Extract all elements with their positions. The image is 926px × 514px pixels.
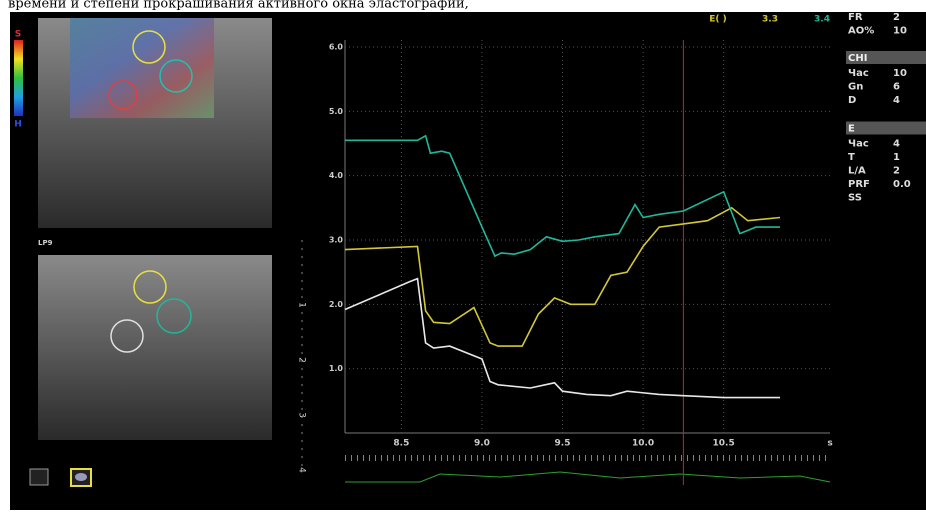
y-tick-label: 6.0	[329, 43, 344, 52]
section-title: E	[848, 124, 855, 135]
param-value: 1	[893, 152, 900, 163]
x-tick-label: 10.0	[632, 439, 654, 449]
roi	[133, 270, 167, 304]
color-bar-top: S	[15, 30, 21, 40]
color-bar	[14, 40, 23, 116]
y-tick-label: 1.0	[329, 364, 344, 373]
param-label: FR	[848, 12, 863, 23]
param-value: 4	[893, 95, 900, 106]
series-line	[345, 134, 780, 258]
depth-scale: 1 2 3 4	[297, 302, 307, 473]
param-value: 10	[893, 26, 907, 37]
color-bar-bottom: H	[14, 120, 22, 130]
param-label: L/A	[848, 166, 866, 177]
x-tick-label: 9.5	[555, 439, 571, 449]
caption: времени и степени прокрашивания активног…	[8, 0, 469, 12]
y-tick-label: 3.0	[329, 236, 344, 245]
legend-label: 3.3	[762, 15, 778, 25]
param-label: Час	[848, 139, 869, 150]
section-header	[846, 51, 926, 64]
series-line	[344, 206, 781, 347]
y-tick-label: 4.0	[329, 171, 344, 180]
param-label: Gn	[848, 82, 863, 93]
roi	[108, 80, 138, 110]
param-label: D	[848, 95, 856, 106]
roi	[132, 30, 166, 64]
param-label: T	[848, 152, 855, 163]
series-line	[344, 277, 780, 399]
roi	[159, 59, 193, 93]
tool-icon[interactable]	[29, 468, 49, 486]
param-value: 0.0	[893, 179, 911, 190]
roi	[156, 298, 192, 334]
param-value: 2	[893, 12, 900, 23]
x-unit: s	[827, 439, 832, 449]
param-label: AO%	[848, 26, 874, 37]
legend-title: E( )	[709, 15, 727, 25]
depth-label: 3	[297, 412, 307, 418]
chart: 1.0 2.0 3.0 4.0 5.0 6.0 8.5 9.0 9.5 10.0 10.5 s E( )…	[329, 15, 833, 485]
depth-label: 2	[297, 357, 307, 363]
param-label: SS	[848, 193, 862, 204]
param-value: 4	[893, 139, 900, 150]
x-tick-label: 8.5	[393, 439, 409, 449]
param-value: 6	[893, 82, 900, 93]
y-tick-label: 2.0	[329, 300, 344, 309]
x-tick-label: 10.5	[713, 439, 735, 449]
param-label: Час	[848, 68, 869, 79]
y-tick-label: 5.0	[329, 107, 344, 116]
probe-label: LP9	[38, 239, 53, 247]
param-value: 10	[893, 68, 907, 79]
param-label: PRF	[848, 179, 870, 190]
depth-label: 1	[297, 302, 307, 308]
section-header	[846, 121, 926, 135]
ultrasound-bottom	[38, 255, 272, 440]
section-title: CHI	[848, 53, 867, 64]
x-tick-label: 9.0	[474, 439, 490, 449]
roi	[110, 319, 144, 353]
tool-icon-glyph	[75, 473, 87, 481]
side-panel: FR 2 AO% 10 CHI Час 10 Gn 6 D 4 E Час 4 T 1 L/A 2 PRF 0.0 SS	[846, 12, 926, 204]
param-value: 2	[893, 166, 900, 177]
legend-label: 3.4	[814, 15, 830, 25]
depth-label: 4	[297, 467, 307, 473]
ecg-trace	[345, 471, 831, 483]
